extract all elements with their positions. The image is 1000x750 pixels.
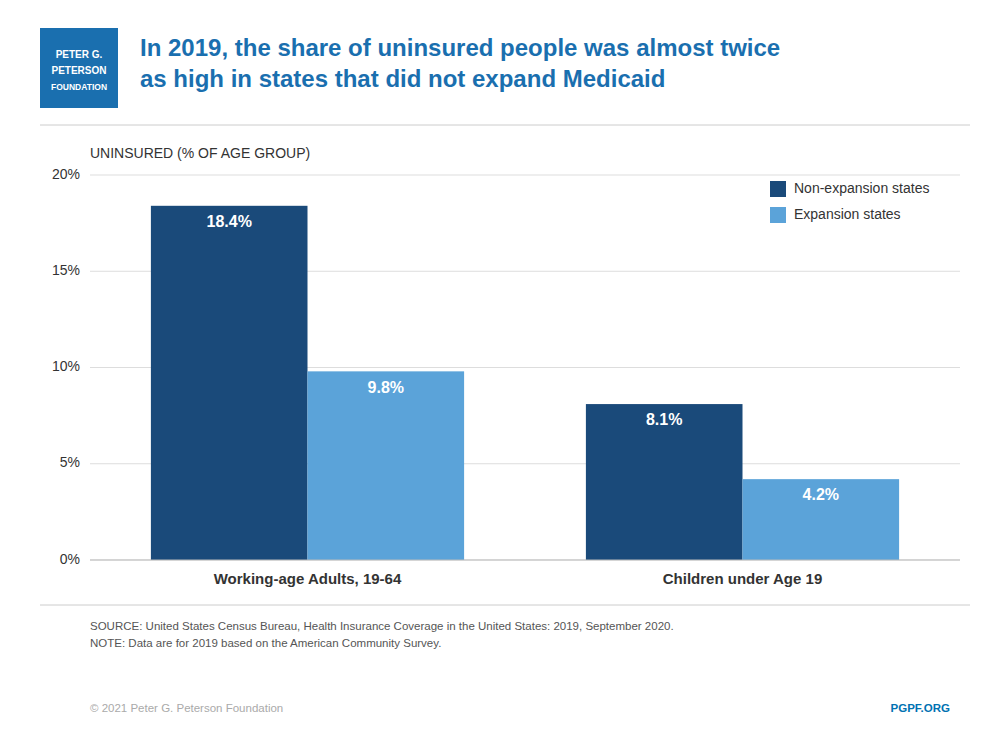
y-axis-label: UNINSURED (% OF AGE GROUP) (90, 145, 310, 161)
bar (743, 479, 900, 560)
data-labels: 18.4% 8.1% 9.8% 4.2% (207, 213, 840, 503)
y-tick-label: 5% (60, 454, 80, 470)
x-tick-label: Working-age Adults, 19-64 (214, 570, 402, 587)
bars (151, 206, 899, 560)
x-tick-label: Children under Age 19 (663, 570, 822, 587)
bar (151, 206, 308, 560)
copyright: © 2021 Peter G. Peterson Foundation (90, 702, 283, 714)
source-note: SOURCE: United States Census Bureau, Hea… (90, 620, 674, 649)
y-tick-label: 20% (52, 166, 80, 182)
x-axis: Working-age Adults, 19-64 Children under … (214, 570, 823, 587)
text-line: In 2019, the share of uninsured people w… (140, 34, 780, 61)
separator (40, 605, 970, 606)
logo-text: PETERSON (51, 65, 106, 76)
y-tick-label: 15% (52, 262, 80, 278)
logo: PETER G. PETERSON FOUNDATION (40, 28, 118, 108)
site-link: PGPF.ORG (891, 702, 950, 714)
bar (586, 404, 743, 560)
data-label: 8.1% (646, 411, 682, 428)
logo-box (40, 28, 118, 108)
text-line: as high in states that did not expand Me… (140, 65, 665, 92)
grid (90, 175, 960, 560)
legend-swatch (770, 181, 786, 197)
text-line: SOURCE: United States Census Bureau, Hea… (90, 620, 674, 632)
data-label: 4.2% (803, 486, 839, 503)
grid-line (90, 175, 960, 176)
legend-label: Expansion states (794, 206, 901, 222)
grid-line (90, 560, 960, 561)
legend-label: Non-expansion states (794, 180, 929, 196)
logo-text: PETER G. (56, 49, 103, 60)
logo-text: FOUNDATION (51, 82, 107, 92)
data-label: 9.8% (368, 379, 404, 396)
data-label: 18.4% (207, 213, 252, 230)
background (0, 0, 1000, 750)
bar (308, 371, 465, 560)
y-axis: 0% 5% 10% 15% 20% (52, 166, 80, 567)
title: In 2019, the share of uninsured people w… (140, 34, 780, 92)
y-tick-label: 0% (60, 551, 80, 567)
text-line: NOTE: Data are for 2019 based on the Ame… (90, 637, 441, 649)
x-axis-line (90, 560, 960, 561)
separator (40, 125, 970, 126)
legend: Non-expansion states Expansion states (770, 180, 929, 223)
chart: PETER G. PETERSON FOUNDATION In 2019, the s… (0, 0, 1000, 750)
y-tick-label: 10% (52, 358, 80, 374)
legend-swatch (770, 207, 786, 223)
